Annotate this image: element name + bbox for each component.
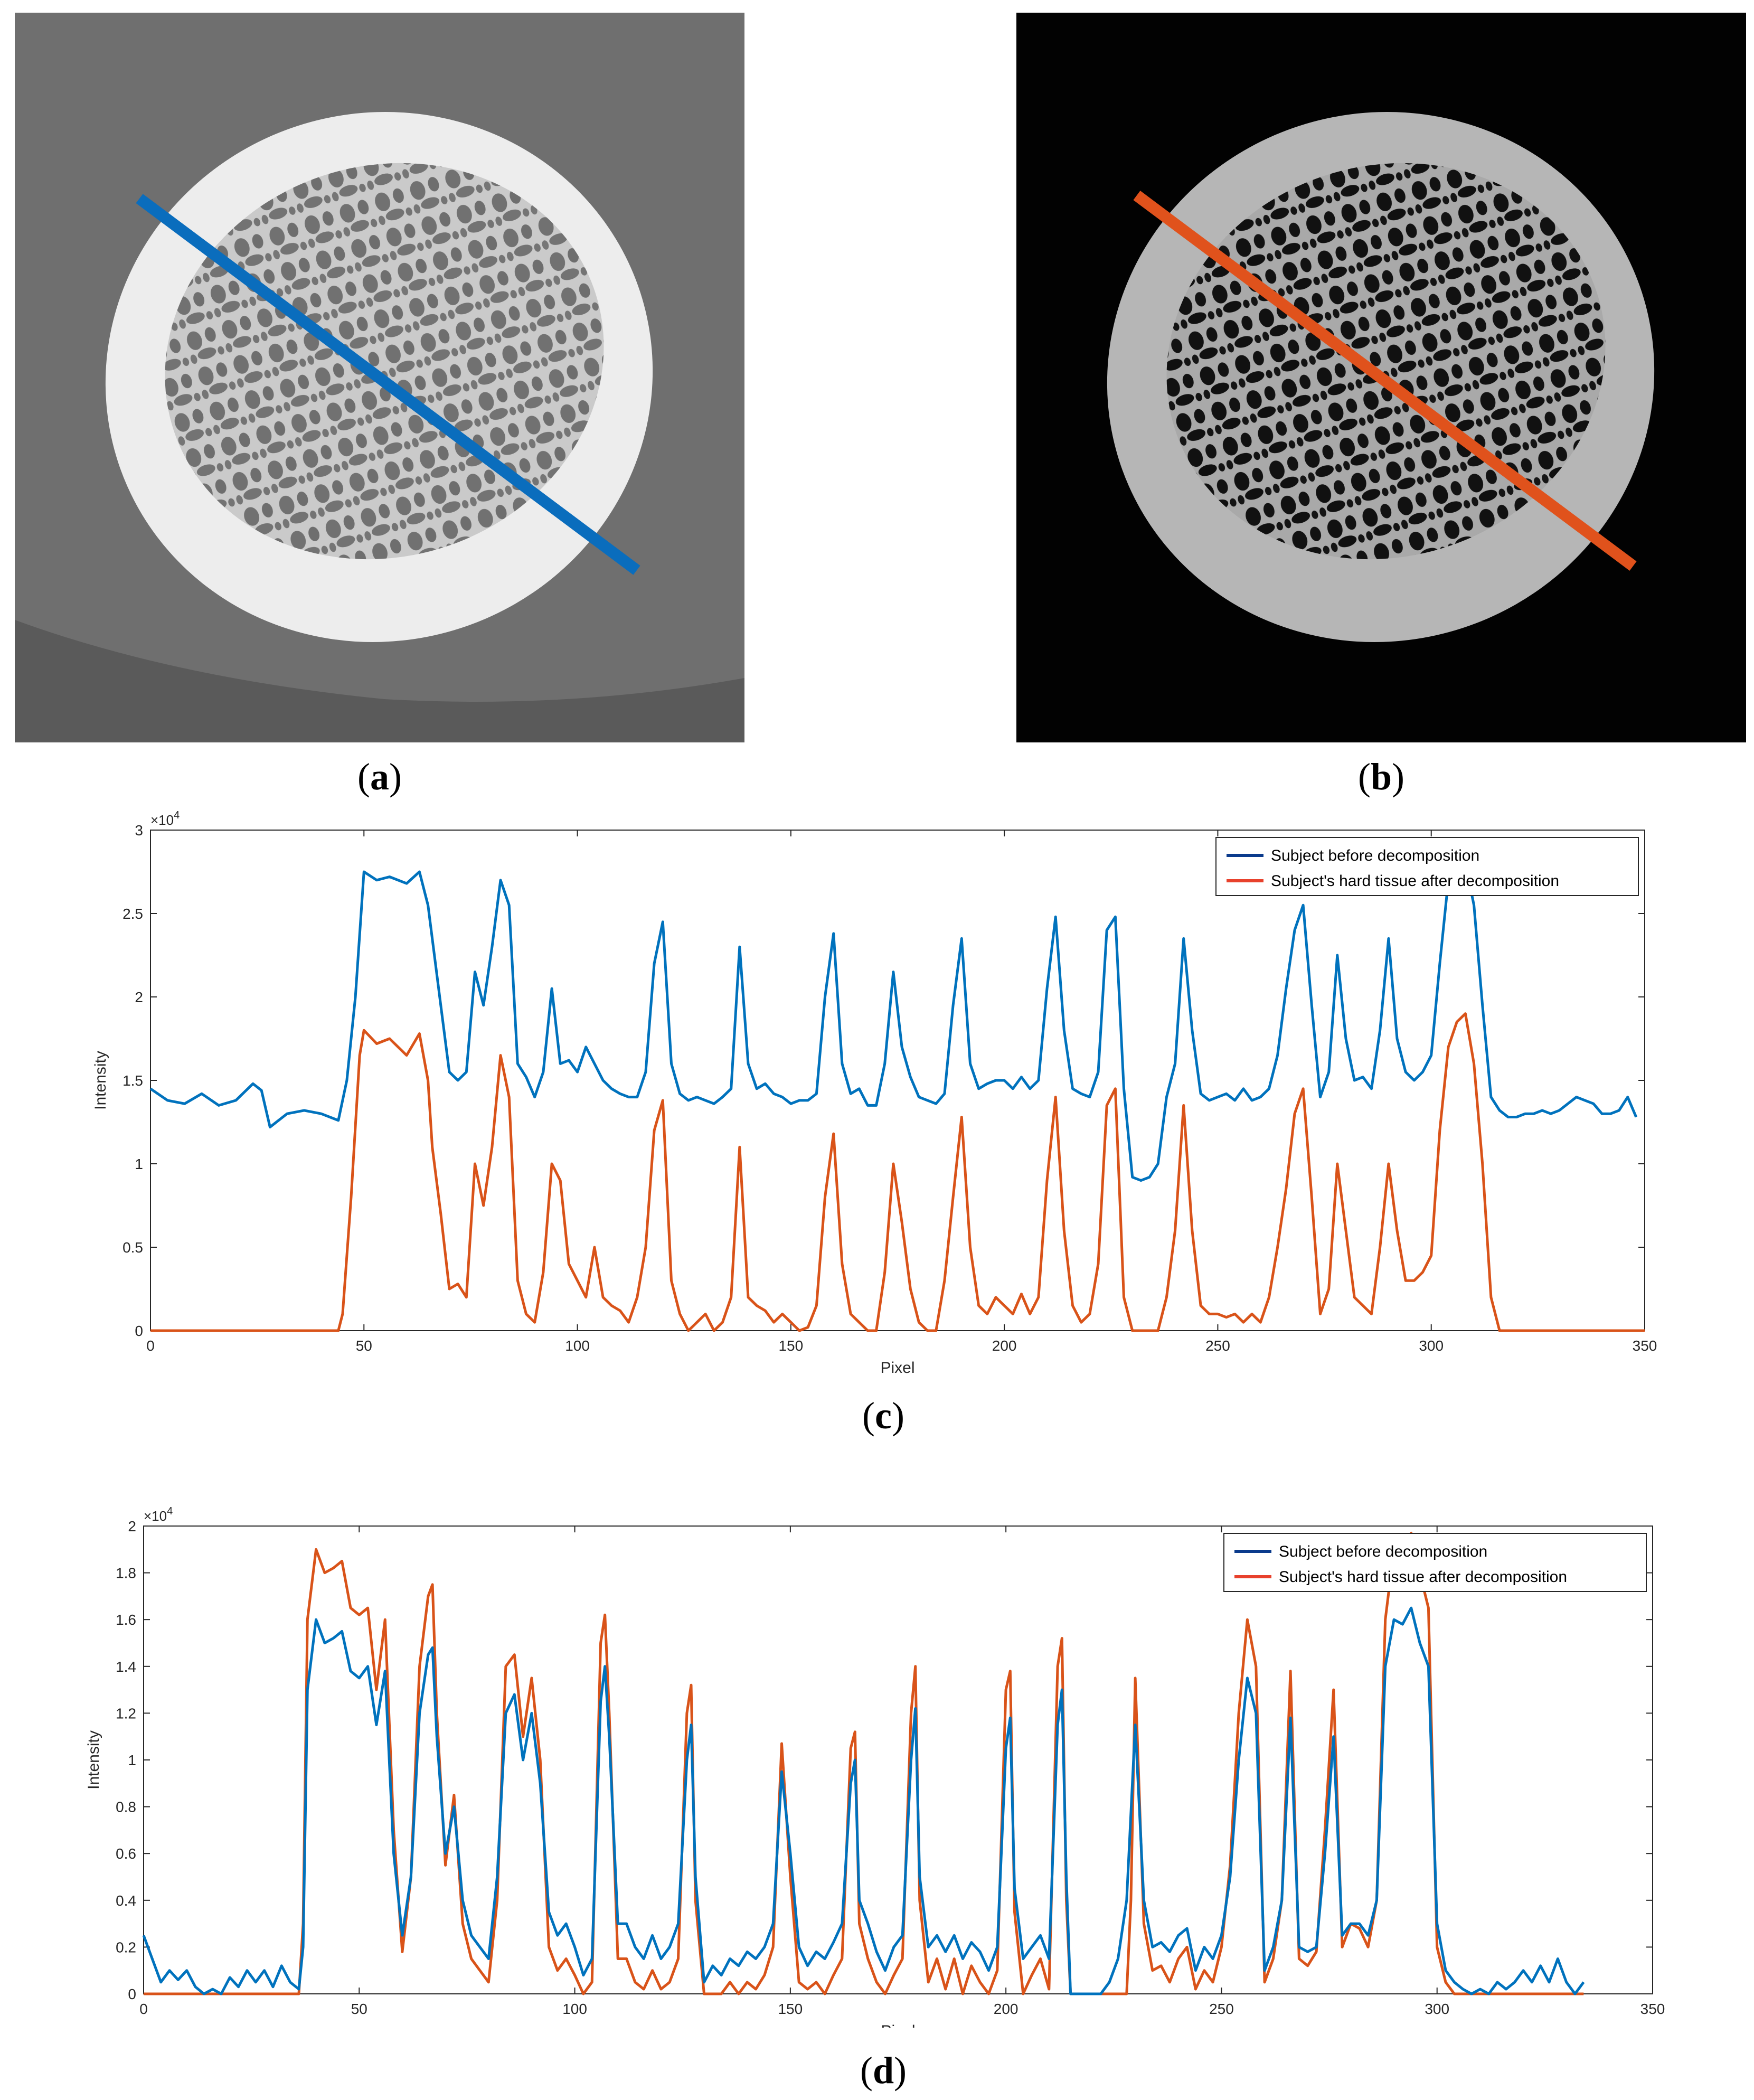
chart-c: 0 0.5 1 1.5 2 2.5 3 0 50 100 150 200 250 300 350 ×104 Pi…	[92, 809, 1657, 1377]
y-tick-label: 1	[135, 1156, 143, 1172]
plot-area	[150, 830, 1645, 1331]
y-tick-label: 1.2	[116, 1705, 136, 1721]
x-tick-label: 150	[778, 2001, 803, 2017]
plot-area	[143, 1525, 1653, 1994]
x-tick-label: 50	[356, 1338, 372, 1354]
x-tick-label: 50	[351, 2001, 367, 2017]
series-line-after	[150, 1012, 1645, 1332]
y-axis-label: Intensity	[92, 1051, 109, 1110]
y-tick-label: 1.6	[116, 1612, 136, 1628]
y-tick-label: 2	[128, 1518, 136, 1534]
y-tick-label: 1.4	[116, 1659, 136, 1675]
x-axis-label: Pixel	[880, 1359, 914, 1377]
chart-d: 0 0.2 0.4 0.6 0.8 1 1.2 1.4 1.6 1.8 2 0 50 100 150 200 2…	[85, 1505, 1665, 2028]
x-tick-label: 0	[146, 1338, 155, 1354]
panel-b-image	[1016, 13, 1746, 742]
legend-entry: Subject's hard tissue after decompositio…	[1271, 872, 1559, 890]
hard-tissue-image	[1016, 13, 1746, 742]
y-tick-label: 1	[128, 1752, 136, 1768]
y-axis-label: Intensity	[85, 1730, 102, 1790]
x-tick-label: 250	[1209, 2001, 1234, 2017]
x-tick-label: 150	[778, 1338, 803, 1354]
y-tick-label: 0	[135, 1323, 143, 1339]
y-tick-label: 2.5	[122, 906, 143, 922]
y-tick-label: 0.2	[116, 1939, 136, 1955]
legend-box	[1223, 1533, 1647, 1592]
panel-c-label: (c)	[862, 1395, 904, 1437]
legend-entry: Subject before decomposition	[1279, 1543, 1487, 1560]
x-tick-label: 100	[565, 1338, 590, 1354]
panel-b-label: (b)	[1357, 756, 1404, 798]
series-line-before	[142, 1606, 1585, 1995]
y-tick-label: 1.8	[116, 1565, 136, 1581]
y-tick-label: 0.6	[116, 1845, 136, 1862]
legend: Subject before decomposition Subject's ha…	[1223, 1533, 1647, 1592]
y-tick-label: 0	[128, 1986, 136, 2002]
legend: Subject before decomposition Subject's ha…	[1215, 837, 1639, 896]
x-tick-label: 350	[1640, 2001, 1665, 2017]
y-tick-label: 2	[135, 989, 143, 1005]
y-tick-label: 3	[135, 822, 143, 839]
x-tick-label: 200	[992, 1338, 1017, 1354]
x-tick-label: 100	[562, 2001, 587, 2017]
legend-box	[1215, 837, 1639, 896]
x-axis-label: Pixel	[881, 2022, 915, 2028]
panel-a-image	[15, 13, 744, 742]
profile-line-orange	[1133, 191, 1637, 571]
x-tick-label: 0	[139, 2001, 148, 2017]
y-exponent-label: ×104	[150, 809, 180, 828]
x-tick-label: 300	[1419, 1338, 1444, 1354]
y-exponent-power: 4	[174, 809, 180, 821]
legend-entry: Subject's hard tissue after decompositio…	[1279, 1568, 1567, 1586]
y-tick-label: 0.5	[122, 1239, 143, 1256]
legend-entry: Subject before decomposition	[1271, 847, 1479, 864]
y-tick-label: 0.8	[116, 1799, 136, 1815]
y-tick-label: 0.4	[116, 1892, 136, 1909]
profile-line-blue	[136, 194, 640, 575]
panel-d-label: (d)	[860, 2049, 907, 2092]
x-tick-label: 200	[994, 2001, 1019, 2017]
y-tick-label: 1.5	[122, 1072, 143, 1089]
x-tick-label: 250	[1205, 1338, 1230, 1354]
x-tick-label: 300	[1425, 2001, 1449, 2017]
panel-a-label: (a)	[357, 756, 402, 798]
ct-scan-before-image	[15, 13, 744, 742]
x-tick-label: 350	[1633, 1338, 1657, 1354]
y-exponent-power: 4	[167, 1505, 173, 1517]
y-exponent-label: ×104	[144, 1505, 173, 1524]
series-line-before	[149, 862, 1638, 1182]
